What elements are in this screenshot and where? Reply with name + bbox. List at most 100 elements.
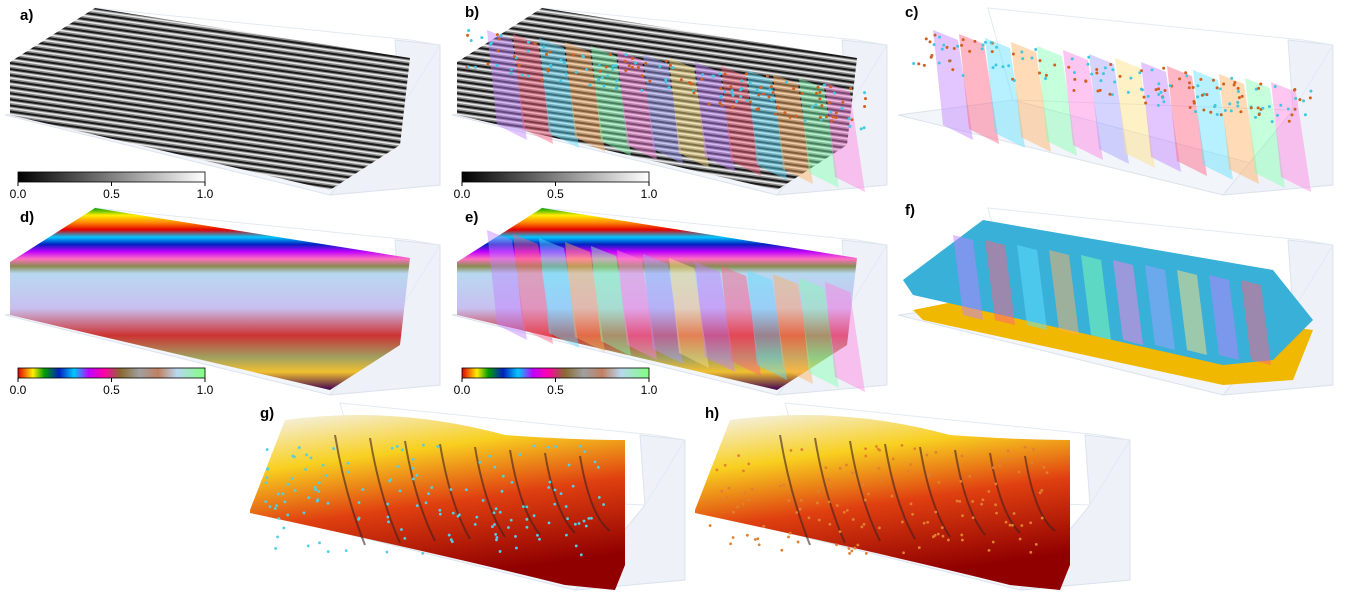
fault-point <box>900 443 904 447</box>
facies-section <box>457 208 857 390</box>
fault-point <box>1261 106 1265 110</box>
fault-point <box>438 508 442 512</box>
fault-point <box>796 540 800 544</box>
fault-point <box>283 500 287 504</box>
fault-point <box>564 505 568 508</box>
fault-point <box>1030 56 1034 60</box>
fault-point <box>1215 86 1219 90</box>
fault-point <box>1095 71 1099 75</box>
fault-point <box>848 124 852 128</box>
panel <box>897 207 1334 396</box>
colorbar <box>17 367 206 379</box>
fault-point <box>729 85 733 89</box>
fault-point <box>718 72 722 76</box>
fault-point <box>664 80 668 84</box>
fault-point <box>421 443 425 447</box>
panel <box>451 207 888 396</box>
fault-point <box>991 66 995 70</box>
fault-point <box>606 74 610 78</box>
fault-point <box>850 118 854 122</box>
fault-point <box>447 533 451 537</box>
fault-point <box>961 514 964 518</box>
fault-point <box>1293 107 1297 111</box>
fault-point <box>845 463 848 467</box>
fault-point <box>521 505 525 509</box>
fault-point <box>1011 52 1015 56</box>
fault-point <box>755 88 759 92</box>
fault-trace <box>814 437 846 544</box>
fault-point <box>1286 107 1290 111</box>
fault-point <box>1154 88 1158 92</box>
fault-point <box>305 453 308 457</box>
fault-point <box>1139 69 1143 73</box>
fault-point <box>747 498 750 502</box>
fault-point <box>1276 113 1280 117</box>
fault-trace <box>334 434 366 546</box>
fault-point <box>960 43 964 47</box>
fault-point <box>828 522 832 526</box>
fault-point <box>1270 120 1274 124</box>
fault-point <box>941 534 945 538</box>
fault-point <box>1020 524 1024 527</box>
colorbar-tick-label: 0.5 <box>103 383 120 397</box>
fault-point <box>1209 110 1213 114</box>
fault-point <box>782 483 786 487</box>
fault-point <box>1053 63 1057 67</box>
fault-point <box>344 549 348 553</box>
fault-point <box>1111 68 1115 72</box>
fault-point <box>361 488 365 491</box>
fault-point <box>926 520 930 524</box>
fault-point <box>640 88 644 92</box>
fault-point <box>526 74 530 78</box>
fault-point <box>664 78 668 82</box>
fault-point <box>1034 542 1038 546</box>
fault-point <box>827 500 831 504</box>
fault-surface <box>513 34 553 144</box>
fault-point <box>815 501 819 505</box>
panel-label: d) <box>20 209 34 226</box>
fault-surface <box>1081 255 1111 340</box>
fault-point <box>845 508 849 512</box>
fault-point <box>1236 100 1240 104</box>
fault-point <box>574 70 578 74</box>
fault-point <box>1038 59 1042 63</box>
fault-point <box>398 489 402 493</box>
fault-point <box>467 28 471 32</box>
fault-point <box>911 512 914 516</box>
fault-surface <box>1193 70 1233 180</box>
fault-point <box>357 516 361 520</box>
fault-point <box>546 67 550 71</box>
fault-point <box>994 63 998 67</box>
fault-point <box>762 524 766 528</box>
fault-point <box>745 533 749 537</box>
fault-point <box>346 461 350 465</box>
fault-point <box>927 474 930 478</box>
fault-point <box>396 465 400 468</box>
panel-label: e) <box>465 209 478 226</box>
fault-point <box>834 111 838 115</box>
fault-point <box>1086 62 1090 66</box>
fault-point <box>403 536 407 540</box>
fault-trace <box>439 443 471 540</box>
fault-point <box>1185 74 1189 78</box>
fault-point <box>1034 48 1038 52</box>
fault-point <box>630 65 634 69</box>
fault-point <box>776 105 780 109</box>
fault-point <box>1236 90 1240 94</box>
fault-point <box>800 92 804 96</box>
fault-point <box>757 543 761 547</box>
fault-point <box>719 95 723 99</box>
fault-point <box>745 99 749 103</box>
fault-point <box>302 511 306 515</box>
fault-point <box>1018 537 1022 541</box>
fault-point <box>498 550 502 553</box>
fault-point <box>1005 458 1009 461</box>
fault-point <box>948 59 952 63</box>
fault-point <box>514 546 518 550</box>
fault-surface <box>565 242 605 352</box>
fault-point <box>810 105 814 109</box>
fault-point <box>499 33 503 37</box>
fault-point <box>313 486 317 489</box>
fault-point <box>587 516 591 520</box>
fault-surface <box>591 46 631 156</box>
